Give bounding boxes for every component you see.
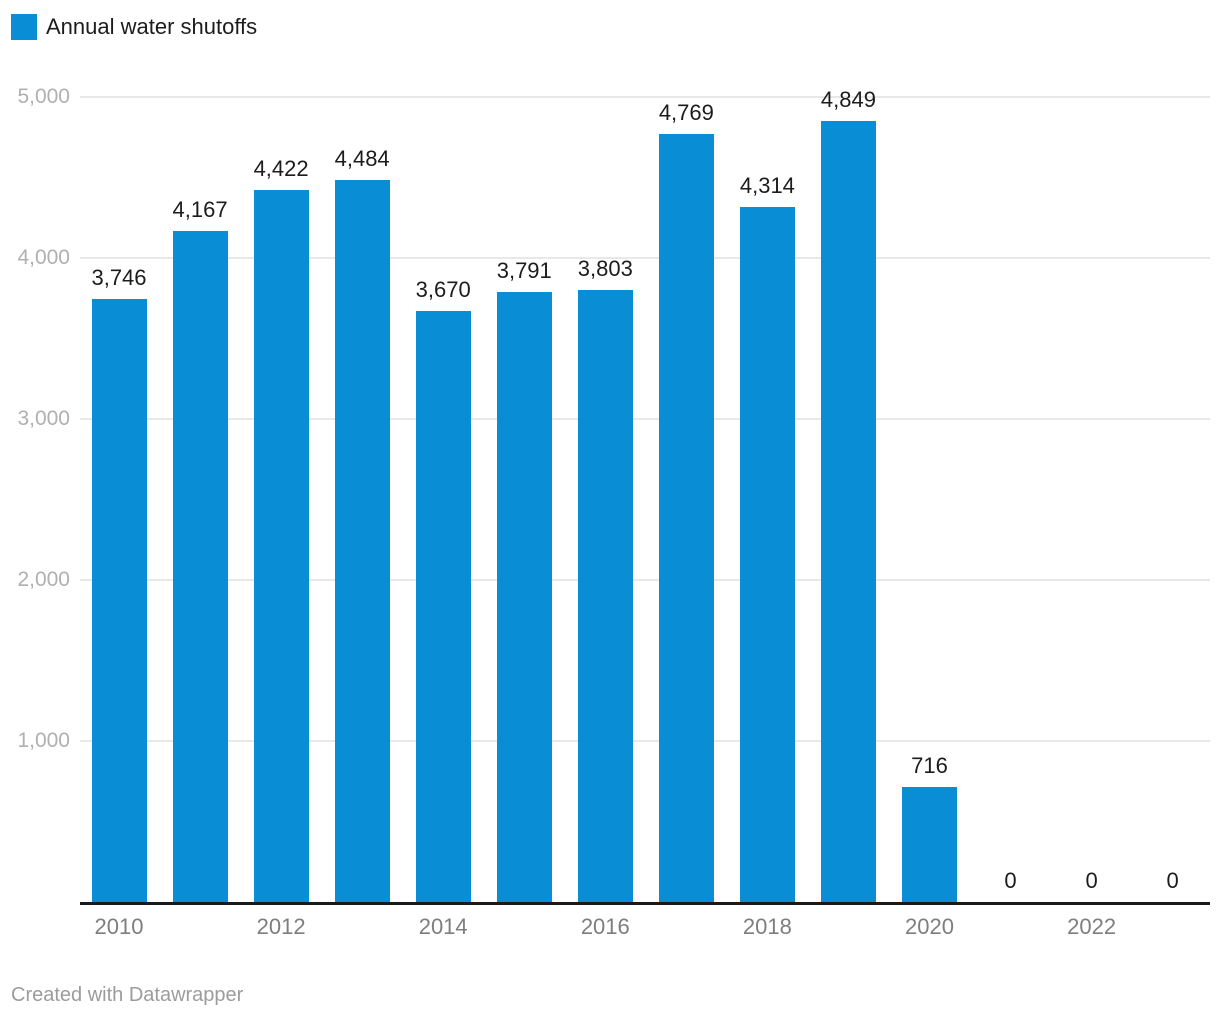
- value-label-2013: 4,484: [334, 146, 390, 171]
- value-label-2019: 4,849: [820, 87, 876, 112]
- value-label-2011: 4,167: [172, 197, 228, 222]
- value-label-2018: 4,314: [739, 173, 795, 198]
- bar-2010[interactable]: [91, 299, 147, 902]
- y-gridline-3000: [80, 418, 1210, 420]
- y-tick-label-1000: 1,000: [17, 729, 70, 752]
- value-label-2020: 716: [911, 753, 948, 778]
- x-axis-line: [80, 902, 1210, 905]
- bar-2016[interactable]: [577, 290, 633, 902]
- y-tick-label-2000: 2,000: [17, 568, 70, 591]
- bar-2012[interactable]: [253, 190, 309, 902]
- y-tick-label-5000: 5,000: [17, 85, 70, 108]
- x-tick-label-2016: 2016: [580, 914, 630, 939]
- bar-2019[interactable]: [820, 121, 876, 902]
- value-label-2023: 0: [1166, 868, 1179, 893]
- bar-2020[interactable]: [902, 787, 957, 902]
- y-gridline-4000: [80, 257, 1210, 259]
- legend-label: Annual water shutoffs: [46, 14, 258, 39]
- bar-2015[interactable]: [496, 292, 552, 902]
- x-tick-label-2020: 2020: [905, 914, 954, 939]
- value-label-2017: 4,769: [658, 100, 714, 125]
- value-label-2021: 0: [1004, 868, 1017, 893]
- legend-color-swatch: [11, 14, 37, 40]
- bar-2014[interactable]: [415, 311, 471, 902]
- value-label-2014: 3,670: [415, 277, 471, 302]
- value-label-2010: 3,746: [91, 265, 147, 290]
- y-tick-label-3000: 3,000: [17, 407, 70, 430]
- value-label-2015: 3,791: [496, 258, 552, 283]
- y-tick-label-4000: 4,000: [17, 246, 70, 269]
- x-tick-label-2018: 2018: [742, 914, 792, 939]
- legend: Annual water shutoffs: [11, 14, 257, 40]
- y-gridline-1000: [80, 740, 1210, 742]
- x-tick-label-2022: 2022: [1067, 914, 1117, 939]
- y-gridline-5000: [80, 96, 1210, 98]
- x-tick-label-2014: 2014: [418, 914, 468, 939]
- value-label-2022: 0: [1085, 868, 1098, 893]
- x-tick-label-2012: 2012: [256, 914, 306, 939]
- datawrapper-credit-link[interactable]: Created with Datawrapper: [11, 984, 244, 1006]
- bar-2013[interactable]: [334, 180, 390, 902]
- y-gridline-2000: [80, 579, 1210, 581]
- bar-2018[interactable]: [739, 207, 795, 902]
- x-tick-label-2010: 2010: [94, 914, 144, 939]
- bar-2017[interactable]: [658, 134, 714, 902]
- value-label-2012: 4,422: [253, 156, 309, 181]
- bar-2011[interactable]: [172, 231, 228, 902]
- value-label-2016: 3,803: [577, 256, 633, 281]
